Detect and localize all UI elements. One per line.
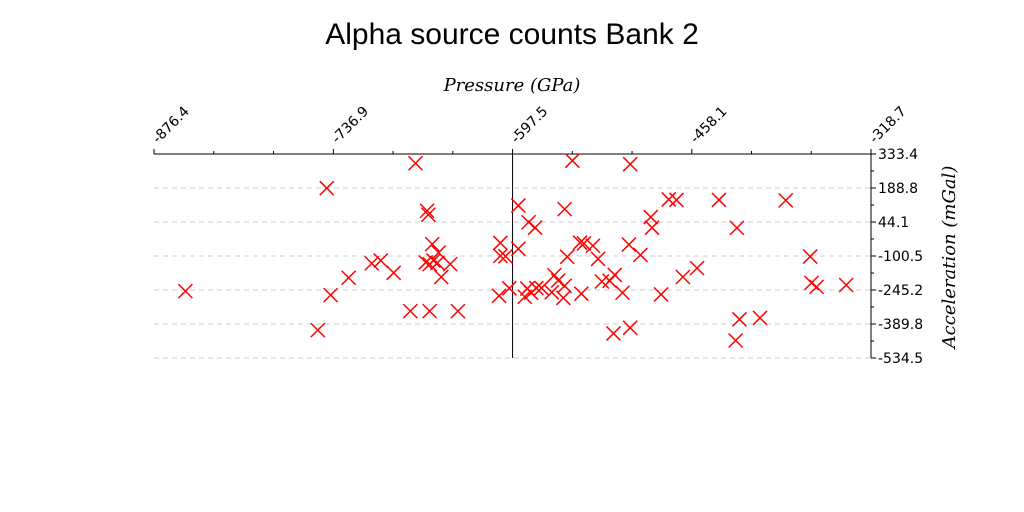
y-tick-label: -389.8	[878, 317, 923, 333]
data-point	[752, 310, 768, 326]
data-point	[668, 192, 685, 208]
data-point	[594, 273, 610, 290]
data-point	[731, 311, 748, 327]
data-point	[728, 332, 744, 349]
data-point	[177, 283, 193, 299]
data-point	[838, 277, 854, 293]
data-point	[778, 192, 794, 208]
data-point	[653, 286, 669, 302]
data-point	[675, 269, 691, 285]
x-tick-label: -597.5	[508, 104, 551, 147]
data-point	[442, 256, 458, 272]
data-point	[607, 267, 623, 283]
data-point	[622, 320, 638, 336]
data-point	[544, 284, 560, 300]
data-point	[550, 273, 566, 289]
data-point	[605, 325, 622, 341]
data-point	[386, 265, 402, 281]
data-point	[614, 285, 631, 301]
data-point	[559, 249, 575, 265]
y-tick-label: 44.1	[878, 215, 909, 231]
y-tick-label: 333.4	[878, 147, 918, 163]
data-point	[711, 192, 727, 208]
x-tick-label: -318.7	[867, 104, 910, 147]
data-point	[402, 303, 418, 319]
y-axis-label: Acceleration (mGal)	[939, 166, 960, 351]
y-tick-label: 188.8	[878, 181, 918, 197]
data-point	[433, 269, 449, 285]
data-point	[533, 280, 550, 296]
data-point	[341, 270, 357, 286]
data-point	[310, 322, 326, 338]
y-tick-label: -100.5	[878, 249, 923, 265]
data-point	[407, 155, 424, 171]
data-point	[573, 286, 589, 302]
data-point	[491, 288, 507, 304]
data-point	[527, 220, 543, 236]
data-point	[729, 220, 745, 236]
data-point	[564, 153, 580, 169]
data-point	[585, 238, 601, 254]
y-axis: 333.4 188.8 44.1 -100.5 -245.2 -389.8 -534.5	[870, 147, 923, 367]
data-point	[323, 287, 339, 303]
data-point	[420, 207, 436, 223]
data-point	[576, 235, 592, 251]
data-point	[492, 248, 508, 264]
data-point	[424, 236, 440, 252]
x-tick-label: -876.4	[150, 104, 193, 147]
data-point	[802, 249, 818, 265]
data-point	[572, 235, 588, 251]
data-point	[643, 209, 659, 225]
x-tick-label: -458.1	[687, 104, 730, 147]
data-point	[497, 248, 514, 264]
data-point	[501, 280, 517, 296]
data-point	[590, 251, 606, 267]
data-point	[422, 303, 438, 319]
data-point	[528, 280, 544, 296]
data-point	[319, 180, 335, 196]
data-point	[492, 235, 508, 251]
x-axis: -876.4 -736.9 -597.5 -458.1 -318.7	[150, 104, 910, 155]
data-point	[510, 241, 526, 257]
data-point	[621, 237, 637, 253]
gridlines	[154, 187, 871, 359]
data-point	[661, 191, 677, 207]
y-tick-label: -245.2	[878, 283, 923, 299]
data-point	[622, 156, 638, 172]
x-tick-label: -736.9	[329, 104, 372, 147]
data-point	[557, 201, 573, 217]
data-point	[689, 260, 705, 276]
y-tick-label: -534.5	[878, 351, 923, 367]
data-point	[555, 290, 571, 306]
data-point	[364, 255, 380, 271]
data-point	[809, 279, 825, 295]
chart-title: Alpha source counts Bank 2	[325, 18, 699, 51]
data-point	[419, 203, 435, 219]
data-point	[373, 253, 389, 269]
data-points	[177, 153, 854, 349]
data-point	[557, 278, 573, 294]
data-point	[425, 253, 442, 269]
x-axis-label: Pressure (GPa)	[443, 75, 581, 96]
data-point	[632, 247, 649, 263]
data-point	[450, 303, 466, 319]
data-point	[510, 198, 526, 214]
data-point	[517, 289, 533, 305]
